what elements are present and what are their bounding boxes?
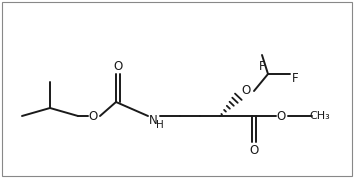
Text: H: H bbox=[156, 120, 164, 130]
Text: O: O bbox=[276, 109, 286, 122]
Text: O: O bbox=[241, 85, 251, 98]
Text: N: N bbox=[149, 114, 158, 127]
Text: O: O bbox=[113, 59, 122, 72]
Text: CH₃: CH₃ bbox=[310, 111, 330, 121]
Text: F: F bbox=[259, 59, 265, 72]
Text: O: O bbox=[249, 143, 259, 156]
Text: O: O bbox=[88, 109, 98, 122]
Text: F: F bbox=[292, 72, 298, 85]
